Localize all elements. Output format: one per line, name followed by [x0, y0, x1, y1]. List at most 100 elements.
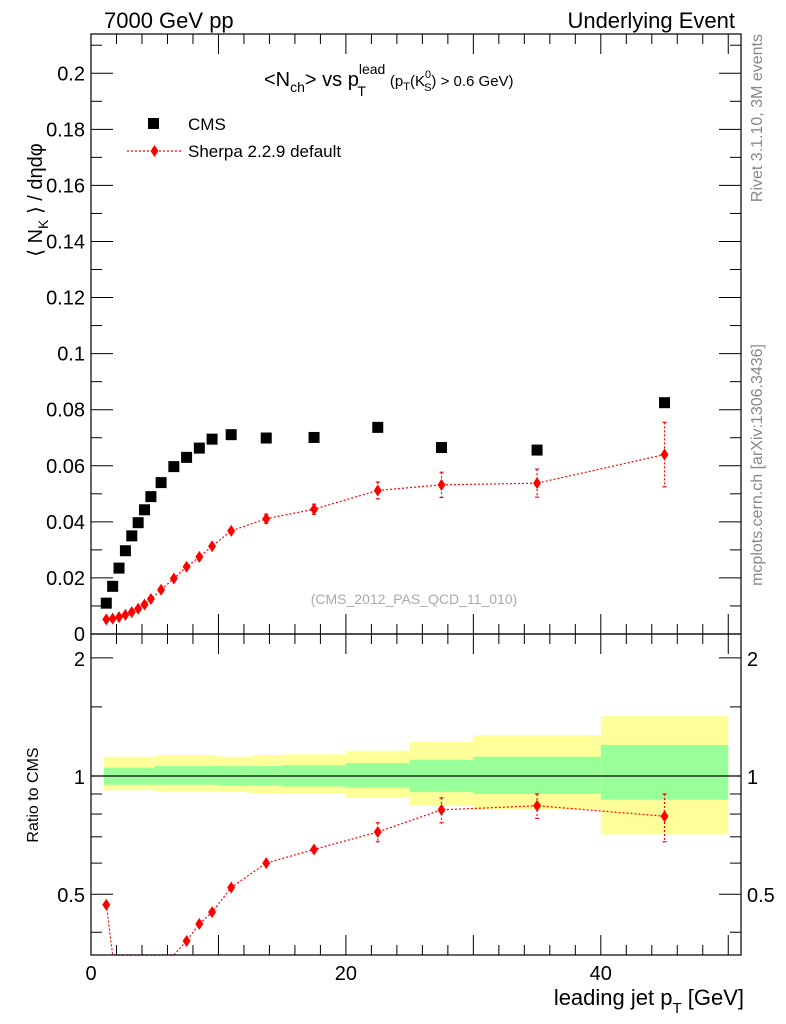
cms-point [193, 442, 205, 454]
header-right: Underlying Event [567, 8, 735, 33]
cms-point [308, 431, 320, 443]
legend-sherpa-marker [150, 145, 159, 157]
cms-point [113, 562, 125, 574]
title-t: T [357, 83, 366, 99]
main-ytick-label: 0.04 [46, 512, 85, 534]
main-ytick-label: 0.16 [46, 175, 85, 197]
cms-point [168, 461, 180, 473]
ratio-sherpa-point [262, 857, 271, 870]
title-cut-open: (p [390, 73, 403, 90]
main-ytick-label: 0.14 [46, 231, 85, 253]
cms-point [119, 545, 131, 557]
ratio-xtick-label: 20 [335, 963, 357, 985]
main-ytick-label: 0.08 [46, 400, 85, 422]
sherpa-point [195, 550, 204, 563]
sherpa-point [437, 478, 446, 491]
ratio-ytick-label: 0.5 [57, 885, 85, 907]
main-ylabel: ⟨ NK ⟩ / dηdφ [25, 143, 51, 257]
ratio-ytick-label-right: 0.5 [747, 885, 775, 907]
sherpa-point [373, 484, 382, 497]
legend-sherpa-label: Sherpa 2.2.9 default [188, 142, 341, 161]
sherpa-point [140, 598, 149, 611]
sherpa-point [533, 477, 542, 490]
title-cut-rest: ) > 0.6 GeV) [431, 73, 513, 90]
main-ytick-label: 0.2 [57, 63, 85, 85]
ratio-sherpa-point [660, 810, 669, 823]
cms-point [435, 442, 447, 454]
ratio-ytick-label: 2 [74, 649, 85, 671]
sherpa-point [310, 503, 319, 516]
cms-point [139, 504, 151, 516]
cms-point [181, 451, 193, 463]
ratio-sherpa-point [208, 906, 217, 919]
ratio-ytick-label-right: 2 [747, 649, 758, 671]
sherpa-point [134, 602, 143, 615]
legend-cms-label: CMS [188, 115, 226, 134]
sherpa-point [262, 512, 271, 525]
cms-point [260, 432, 272, 444]
ratio-ytick-label-right: 1 [747, 767, 758, 789]
sherpa-point [169, 572, 178, 585]
sherpa-point [208, 540, 217, 553]
ratio-ylabel: Ratio to CMS [25, 747, 42, 842]
title-lead: lead [359, 61, 385, 77]
cms-point [155, 477, 167, 489]
main-ytick-label: 0.12 [46, 288, 85, 310]
sherpa-point [146, 592, 155, 605]
sherpa-point [108, 612, 117, 625]
sherpa-point [157, 583, 166, 596]
title-n: <N [264, 69, 290, 91]
main-data-layer [100, 397, 671, 626]
title-cut-s: S [424, 82, 431, 94]
cms-point [659, 397, 671, 409]
ratio-sherpa-point [227, 881, 236, 894]
ratio-band-inner [473, 756, 601, 794]
x-axis-label: leading jet pT [GeV] [554, 985, 744, 1017]
ratio-xtick-label: 40 [590, 963, 612, 985]
cms-point [372, 421, 384, 433]
ratio-data-layer [91, 716, 741, 956]
main-ytick-label: 0.02 [46, 568, 85, 590]
main-ytick-label: 0 [74, 624, 85, 646]
analysis-watermark: (CMS_2012_PAS_QCD_11_010) [311, 591, 518, 607]
cms-point [225, 429, 237, 441]
ratio-frame [90, 633, 742, 956]
title-vs: > vs p [305, 69, 359, 91]
sherpa-point [127, 606, 136, 619]
sherpa-point [115, 611, 124, 624]
title-cut-t: T [403, 81, 410, 93]
main-ytick-label: 0.06 [46, 456, 85, 478]
cms-point [531, 444, 543, 456]
ratio-sherpa-point [102, 898, 111, 911]
cms-point [107, 580, 119, 592]
ratio-sherpa-point [437, 803, 446, 816]
title-ch: ch [290, 79, 305, 95]
main-ytick-label: 0.1 [57, 344, 85, 366]
ratio-sherpa-point [182, 934, 191, 947]
header-left: 7000 GeV pp [104, 8, 234, 33]
sherpa-point [102, 613, 111, 626]
title-cut-zero: 0 [425, 69, 431, 81]
cms-point [100, 597, 112, 609]
ratio-sherpa-point [310, 843, 319, 856]
ratio-band-inner [345, 762, 410, 788]
mcplots-label: mcplots.cern.ch [arXiv:1306.3436] [749, 344, 766, 586]
cms-point [145, 491, 157, 503]
ratio-sherpa-point [373, 826, 382, 839]
sherpa-point [182, 560, 191, 573]
title-cut-k: (K [410, 73, 425, 90]
cms-point [126, 530, 138, 542]
ratio-ticks: 0 20 40 0.5 0.5 1 1 2 2 [57, 634, 775, 985]
cms-point [206, 433, 218, 445]
plot-title: <Nch> vs plead T(pT(K0 S) > 0.6 GeV) [264, 61, 514, 99]
ratio-ytick-label: 1 [74, 767, 85, 789]
rivet-label: Rivet 3.1.10, 3M events [749, 34, 766, 202]
sherpa-point [660, 448, 669, 461]
legend-cms-marker [148, 118, 159, 129]
ratio-panel: 0 20 40 0.5 0.5 1 1 2 2 Ratio to CMS [25, 633, 775, 985]
ratio-sherpa-point [533, 799, 542, 812]
sherpa-point [121, 608, 130, 621]
cms-point [132, 517, 144, 529]
ratio-xtick-label: 0 [85, 963, 96, 985]
